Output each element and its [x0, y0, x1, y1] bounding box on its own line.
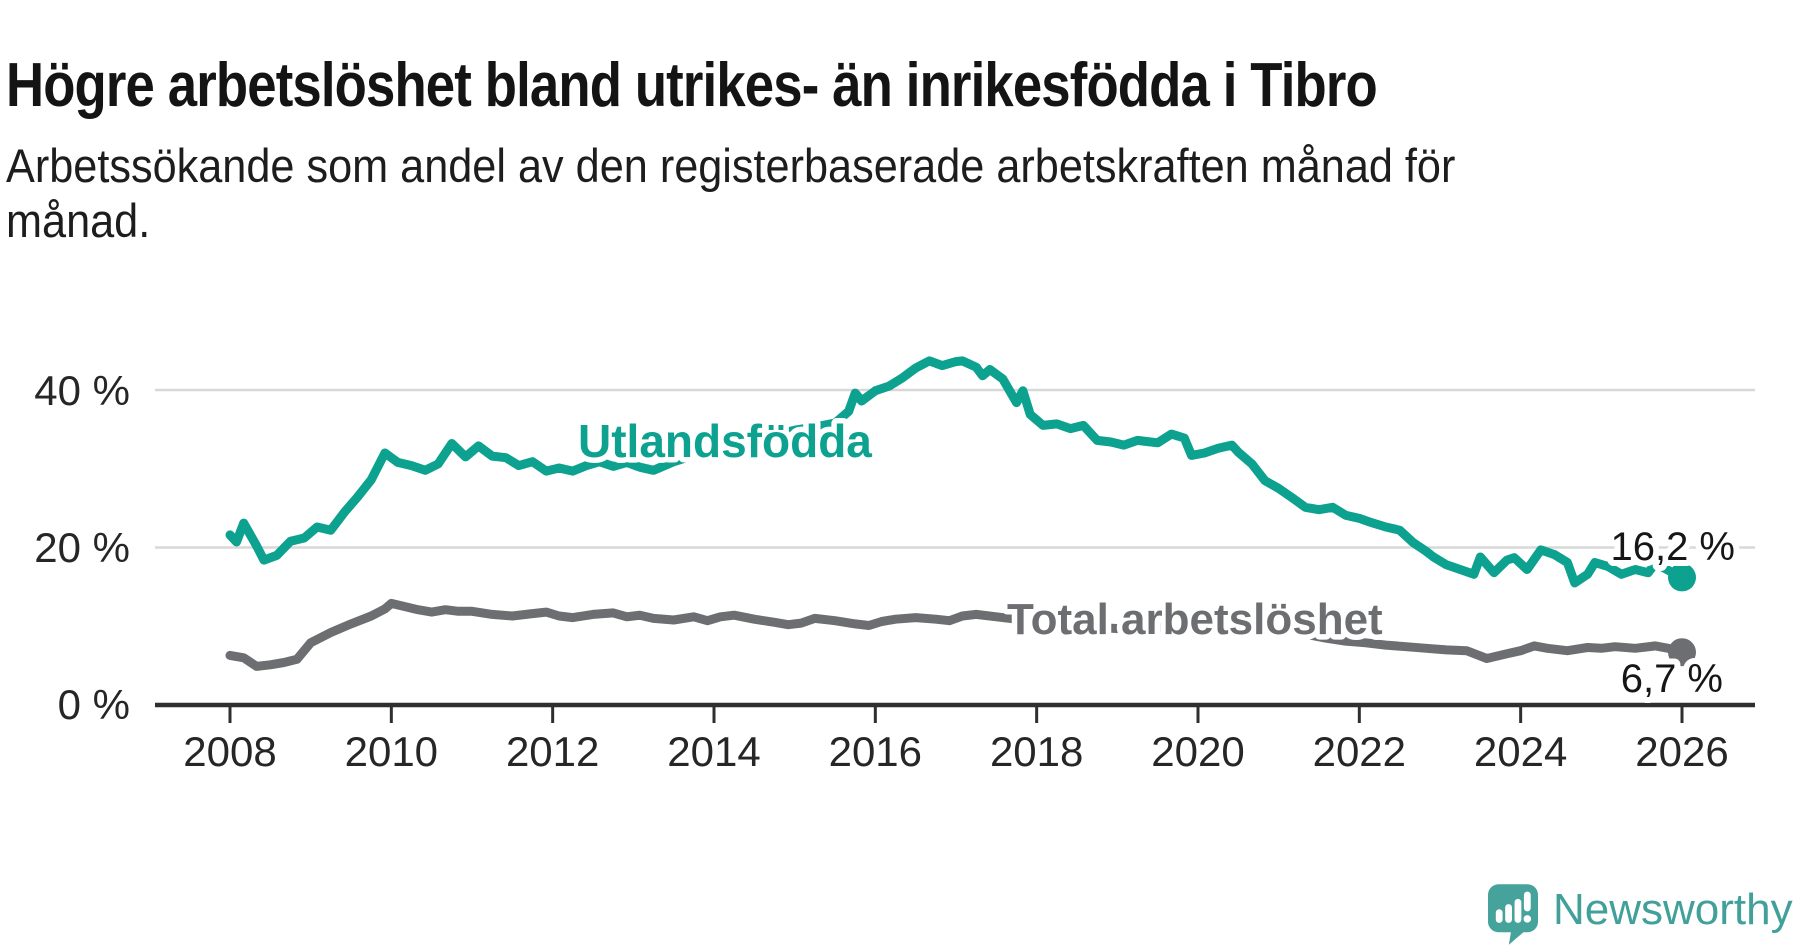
y-tick-label-20: 20 % [34, 524, 130, 571]
series-end-dot-total [1667, 638, 1696, 667]
x-tick-label: 2012 [506, 728, 599, 775]
x-tick-label: 2022 [1313, 728, 1406, 775]
newsworthy-logo: Newsworthy [1488, 884, 1793, 945]
series-label-total-arbetsloshet: Total arbetslöshet [1007, 595, 1383, 644]
x-tick-label: 2020 [1151, 728, 1244, 775]
series-end-dot-utlandsfodda [1667, 563, 1696, 592]
x-tick-label: 2008 [183, 728, 276, 775]
newsworthy-logo-text: Newsworthy [1553, 885, 1793, 934]
x-tick-label: 2014 [667, 728, 760, 775]
series-label-utlandsfodda: Utlandsfödda [578, 415, 872, 467]
series-line-utlandsfodda [225, 356, 1687, 588]
y-tick-label-0: 0 % [58, 681, 130, 728]
logo-bar-2 [1505, 904, 1512, 923]
y-tick-label-40: 40 % [34, 367, 130, 414]
subtitle-line-2: månad. [6, 194, 151, 247]
logo-exclamation-dot [1523, 915, 1532, 923]
page-title: Högre arbetslöshet bland utrikes- än inr… [6, 50, 1378, 120]
x-tick-label: 2026 [1635, 728, 1728, 775]
logo-bubble-shape [1488, 884, 1538, 945]
x-tick-label: 2018 [990, 728, 1083, 775]
subtitle-line-1: Arbetssökande som andel av den registerb… [6, 139, 1456, 192]
chart-geometry: 2008 2010 2012 2014 2016 2018 2020 2022 2024 2026 [155, 356, 1755, 775]
logo-exclamation-bar [1523, 891, 1531, 912]
x-tick-label: 2010 [345, 728, 438, 775]
newsworthy-logo-icon [1488, 884, 1538, 945]
logo-bar-1 [1495, 909, 1503, 923]
end-value-label-utlandsfodda: 16,2 % [1610, 525, 1735, 569]
end-value-label-total: 6,7 % [1621, 657, 1723, 701]
logo-bar-3 [1514, 898, 1522, 923]
x-tick-label: 2024 [1474, 728, 1567, 775]
chart-subtitle: Arbetssökande som andel av den registerb… [6, 138, 1455, 248]
x-tick-label: 2016 [829, 728, 922, 775]
series-line-total [225, 598, 1687, 671]
